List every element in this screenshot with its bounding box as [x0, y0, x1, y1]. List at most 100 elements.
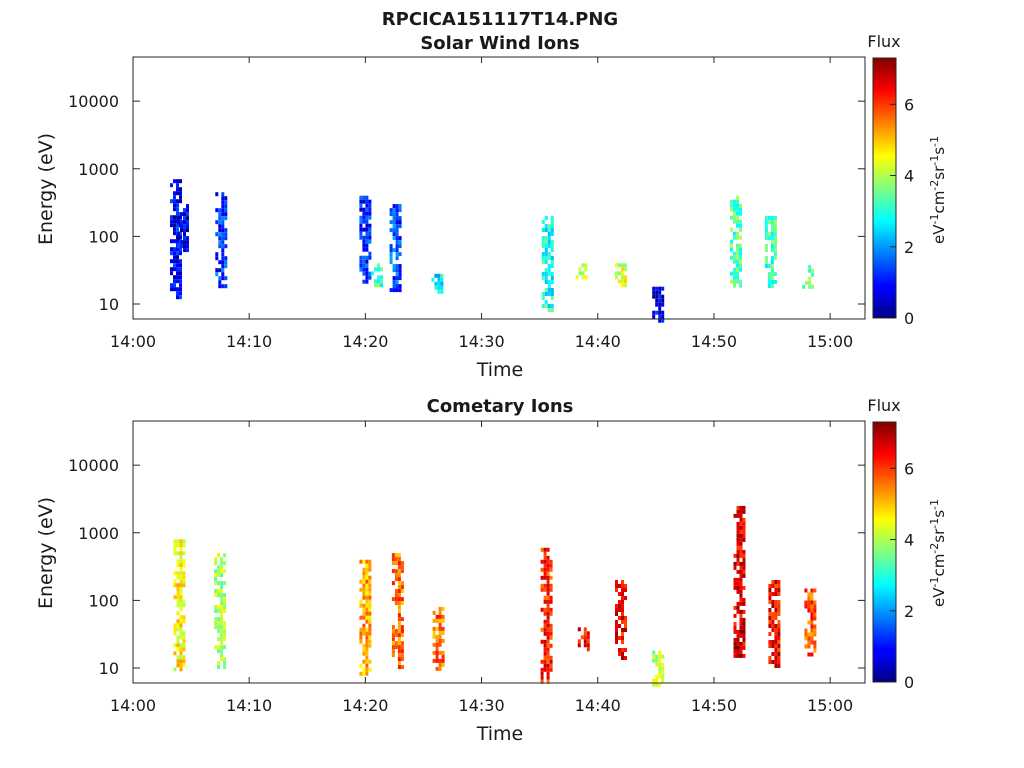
heatmap-cell [220, 657, 224, 662]
heatmap-cell [179, 279, 182, 284]
heatmap-cell [547, 252, 551, 256]
heatmap-cell [217, 649, 221, 654]
heatmap-cell [621, 652, 624, 656]
heatmap-cell [736, 525, 740, 530]
heatmap-cell [374, 267, 377, 272]
heatmap-cell [586, 647, 590, 652]
heatmap-cell [733, 629, 737, 634]
heatmap-cell [736, 645, 740, 650]
heatmap-cell [221, 272, 225, 277]
heatmap-cell [804, 632, 808, 637]
heatmap-cell [221, 284, 225, 289]
heatmap-cell [362, 595, 366, 600]
heatmap-cell [730, 239, 733, 244]
heatmap-cell [544, 272, 548, 276]
heatmap-cell [540, 575, 544, 580]
heatmap-cell [365, 587, 369, 592]
heatmap-cell [365, 563, 369, 568]
heatmap-cell [615, 624, 618, 628]
heatmap-cell [368, 579, 372, 584]
heatmap-cell [183, 236, 186, 241]
heatmap-cell [624, 283, 627, 288]
heatmap-cell [621, 636, 624, 640]
heatmap-cell [179, 659, 183, 664]
heatmap-cell [774, 640, 778, 644]
heatmap-cell [400, 625, 404, 630]
heatmap-cell [810, 632, 814, 637]
x-tick-label: 14:30 [459, 696, 505, 715]
heatmap-cell [658, 314, 662, 319]
heatmap-cell [179, 287, 182, 292]
heatmap-cell [546, 567, 550, 572]
heatmap-cell [182, 571, 186, 576]
heatmap-cell [179, 651, 183, 656]
heatmap-cell [398, 264, 402, 269]
heatmap-cell [774, 632, 778, 636]
heatmap-cell [179, 587, 183, 592]
heatmap-cell [435, 650, 439, 655]
heatmap-cell [389, 288, 393, 293]
heatmap-cell [742, 529, 746, 534]
heatmap-cell [804, 628, 808, 633]
heatmap-cell [543, 571, 547, 576]
heatmap-cell [182, 551, 186, 556]
heatmap-cell [736, 207, 739, 212]
heatmap-cell [170, 267, 173, 272]
heatmap-cell [739, 525, 743, 530]
heatmap-cell [777, 648, 781, 652]
heatmap-cell [661, 310, 665, 315]
heatmap-cell [218, 208, 222, 213]
heatmap-cell [549, 563, 553, 568]
heatmap-cell [770, 284, 774, 288]
heatmap-cell [764, 264, 768, 268]
heatmap-cell [182, 615, 186, 620]
heatmap-cell [540, 667, 544, 672]
heatmap-cell [182, 583, 186, 588]
heatmap-cell [224, 236, 228, 241]
heatmap-cell [624, 267, 627, 272]
heatmap-cell [400, 597, 404, 602]
heatmap-cell [624, 279, 627, 284]
heatmap-cell [365, 203, 369, 208]
x-tick-label: 14:00 [110, 696, 156, 715]
heatmap-cell [736, 637, 740, 642]
heatmap-cell [176, 619, 180, 624]
heatmap-cell [395, 236, 399, 241]
heatmap-cell [179, 259, 182, 264]
heatmap-cell [220, 633, 224, 638]
heatmap-cell [365, 591, 369, 596]
heatmap-cell [176, 643, 180, 648]
heatmap-cell [661, 666, 665, 671]
heatmap-cell [365, 627, 369, 632]
heatmap-cell [362, 219, 366, 224]
heatmap-cell [543, 627, 547, 632]
heatmap-cell [624, 656, 627, 660]
heatmap-cell [365, 255, 369, 260]
heatmap-cell [180, 212, 183, 217]
heatmap-cell [768, 600, 772, 604]
heatmap-cell [176, 267, 179, 272]
heatmap-cell [223, 645, 227, 650]
heatmap-cell [658, 302, 662, 307]
heatmap-cell [362, 279, 366, 284]
heatmap-cell [546, 663, 550, 668]
heatmap-cell [224, 196, 228, 201]
heatmap-cell [438, 622, 442, 627]
heatmap-cell [391, 553, 395, 558]
heatmap-cell [179, 575, 183, 580]
x-tick-label: 14:10 [226, 696, 272, 715]
tick-labels: 14:00 14:10 14:20 14:30 14:40 14:50 15:00 10 100… [68, 456, 853, 715]
heatmap-cell [435, 642, 439, 647]
heatmap-cell [218, 216, 222, 221]
heatmap-cell [392, 212, 396, 217]
heatmap-cell [550, 220, 554, 224]
heatmap-cell [173, 279, 176, 284]
heatmap-cell [739, 207, 742, 212]
heatmap-cell [733, 605, 737, 610]
heatmap-cell [736, 195, 739, 200]
heatmap-cell [359, 635, 363, 640]
heatmap-cell [179, 607, 183, 612]
heatmap-cell [733, 235, 736, 240]
heatmap-cell [771, 600, 775, 604]
heatmap-cell [543, 607, 547, 612]
